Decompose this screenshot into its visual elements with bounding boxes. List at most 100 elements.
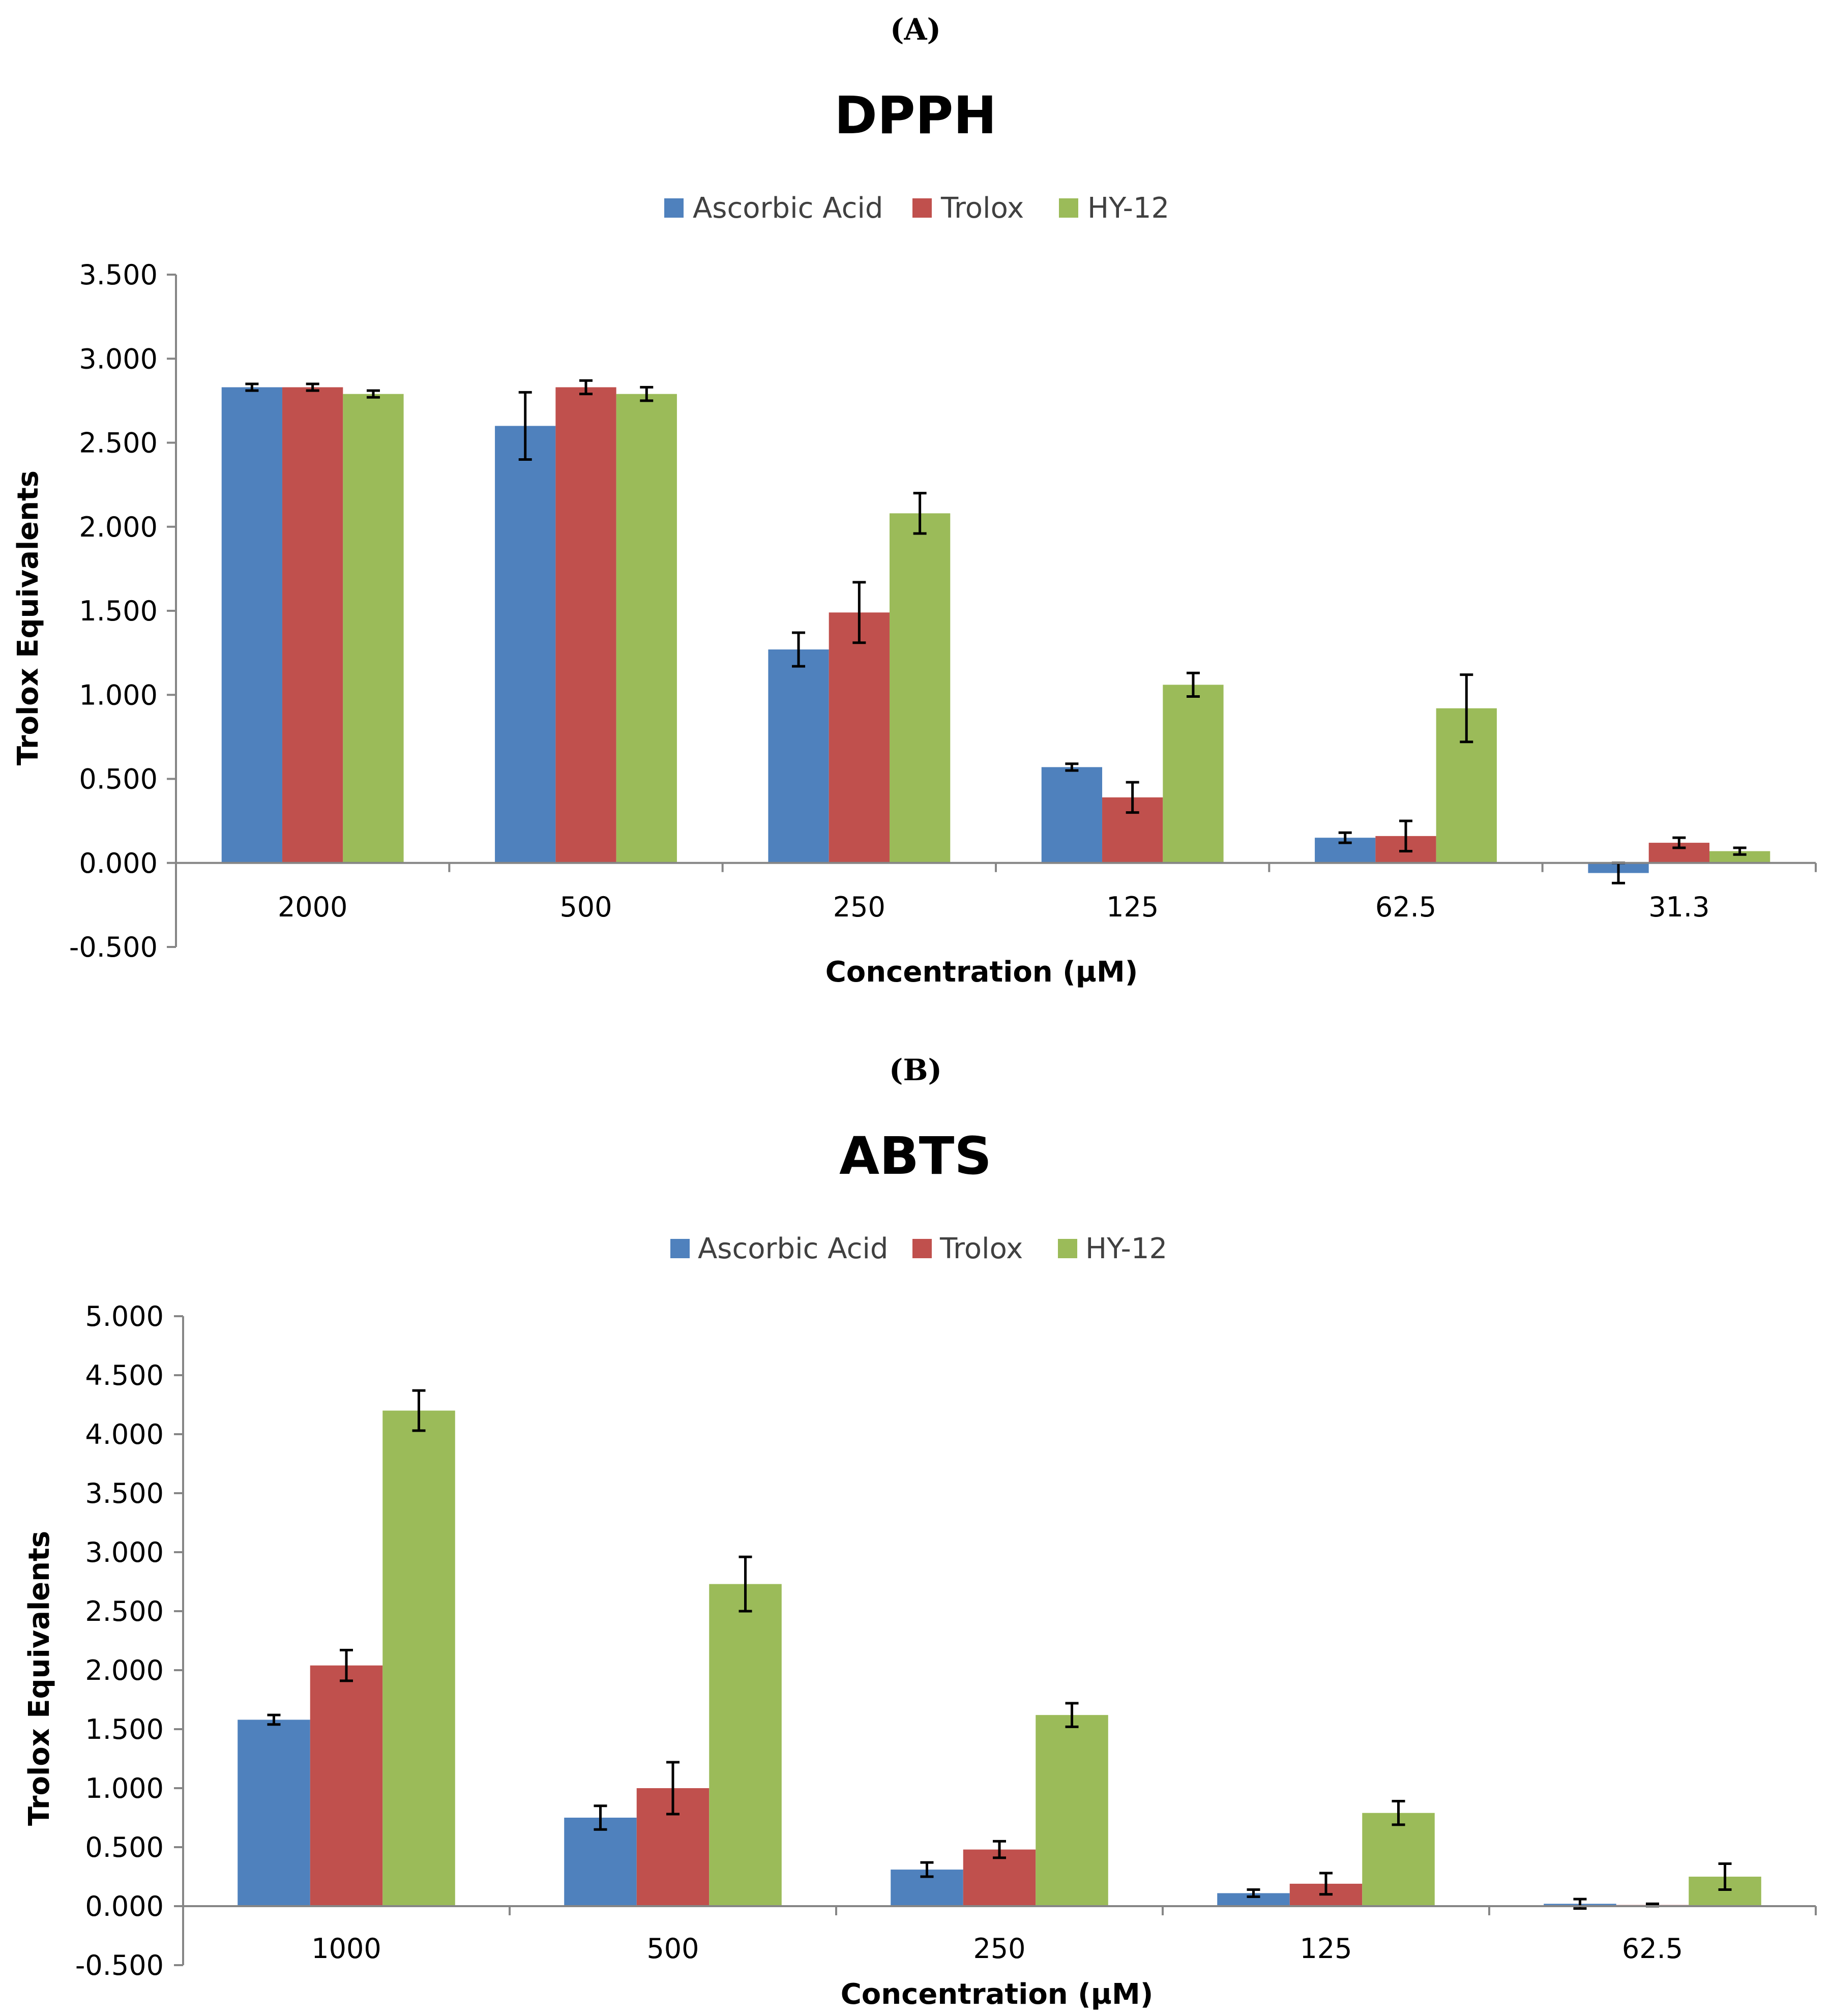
error-bar-hy-12: [739, 1555, 752, 1613]
bar-hy-12: [343, 394, 404, 863]
legend-label-trolox: Trolox: [939, 1232, 1023, 1265]
bar-trolox: [282, 387, 343, 863]
y-tick-label: 2.500: [79, 427, 158, 459]
y-tick-label: 1.000: [85, 1772, 164, 1804]
y-tick-label: 0.000: [79, 847, 158, 879]
error-bar-trolox: [306, 382, 319, 392]
legend-swatch-hy-12: [1059, 198, 1078, 218]
x-axis-title: Concentration (µM): [825, 956, 1138, 989]
bar-trolox: [555, 387, 616, 863]
error-bar-ascorbic-acid: [1247, 1888, 1260, 1898]
x-tick-label: 31.3: [1648, 891, 1709, 923]
y-tick-label: 3.000: [85, 1536, 164, 1568]
error-bar-trolox: [993, 1840, 1006, 1859]
error-bar-hy-12: [1392, 1800, 1405, 1826]
x-axis-ticks: 1000 500 250 125 62.5: [311, 1933, 1683, 1965]
error-bar-hy-12: [1733, 846, 1747, 856]
y-tick-label: 0.500: [79, 763, 158, 795]
error-bar-trolox: [1399, 819, 1412, 853]
panel-a: (A) DPPH Ascorbic Acid Trolox HY-12 3.50…: [12, 12, 1817, 989]
legend-label-ascorbic-acid: Ascorbic Acid: [698, 1232, 888, 1265]
bars: [221, 379, 1770, 884]
legend-label-ascorbic-acid: Ascorbic Acid: [693, 192, 883, 225]
x-axis-title: Concentration (µM): [841, 1978, 1154, 2011]
x-tick-label: 500: [646, 1933, 699, 1965]
bar-ascorbic-acid: [564, 1818, 637, 1906]
axes: [167, 274, 1817, 948]
y-axis-title: Trolox Equivalents: [12, 470, 45, 765]
bar-hy-12: [1709, 851, 1770, 863]
error-bar-trolox: [1126, 781, 1139, 814]
error-bar-hy-12: [412, 1389, 426, 1432]
error-bar-ascorbic-acid: [518, 391, 532, 461]
legend-swatch-trolox: [912, 198, 932, 218]
y-axis-ticks: 5.000 4.500 4.000 3.500 3.000 2.500 2.000 1.500…: [75, 1300, 164, 1981]
y-tick-label: 4.500: [85, 1359, 164, 1391]
legend: Ascorbic Acid Trolox HY-12: [664, 192, 1169, 225]
error-bar-trolox: [340, 1649, 353, 1682]
legend-label-hy-12: HY-12: [1085, 1232, 1167, 1265]
y-tick-label: -0.500: [69, 931, 158, 963]
error-bar-trolox: [1319, 1872, 1333, 1896]
y-tick-label: 4.000: [85, 1418, 164, 1450]
x-tick-label: 62.5: [1375, 891, 1436, 923]
bar-ascorbic-acid: [221, 387, 283, 863]
x-tick-label: 125: [1300, 1933, 1352, 1965]
error-bar-trolox: [852, 581, 866, 644]
error-bar-ascorbic-acid: [1338, 831, 1352, 844]
panel-b: (B) ABTS Ascorbic Acid Trolox HY-12 5.00…: [23, 1053, 1817, 2011]
legend-label-trolox: Trolox: [940, 192, 1024, 225]
error-bar-trolox: [579, 379, 593, 396]
bar-hy-12: [1036, 1715, 1108, 1906]
legend-swatch-ascorbic-acid: [670, 1239, 690, 1258]
x-tick-label: 250: [973, 1933, 1025, 1965]
bars: [238, 1389, 1761, 1910]
error-bar-ascorbic-acid: [1065, 762, 1079, 772]
x-tick-label: 2000: [278, 891, 347, 923]
bar-hy-12: [1163, 685, 1224, 863]
x-tick-label: 250: [833, 891, 885, 923]
y-tick-label: 5.000: [85, 1300, 164, 1332]
y-tick-label: 3.500: [79, 259, 158, 291]
y-axis-ticks: 3.500 3.000 2.500 2.000 1.500 1.000 0.500 0.000…: [69, 259, 158, 963]
bar-ascorbic-acid: [238, 1719, 310, 1906]
y-tick-label: -0.500: [75, 1949, 164, 1981]
error-bar-ascorbic-acid: [267, 1713, 281, 1726]
bar-hy-12: [709, 1584, 782, 1906]
panel-label-a: (A): [890, 12, 941, 47]
y-tick-label: 0.000: [85, 1890, 164, 1922]
error-bar-hy-12: [366, 389, 380, 399]
bar-hy-12: [616, 394, 677, 863]
error-bar-ascorbic-acid: [792, 631, 806, 668]
x-tick-label: 500: [559, 891, 612, 923]
x-axis-ticks: 2000 500 250 125 62.5 31.3: [278, 891, 1710, 923]
panel-label-b: (B): [889, 1053, 942, 1087]
bar-ascorbic-acid: [768, 649, 829, 863]
error-bar-trolox: [1672, 836, 1686, 849]
legend-swatch-trolox: [912, 1239, 932, 1258]
y-tick-label: 1.500: [79, 595, 158, 627]
axes: [174, 1315, 1817, 1966]
legend-swatch-hy-12: [1058, 1239, 1077, 1258]
y-axis-title: Trolox Equivalents: [23, 1531, 56, 1826]
error-bar-hy-12: [1065, 1702, 1079, 1728]
legend: Ascorbic Acid Trolox HY-12: [670, 1232, 1167, 1265]
error-bar-ascorbic-acid: [920, 1861, 934, 1878]
chart-title-dpph: DPPH: [834, 85, 997, 146]
error-bar-trolox: [666, 1761, 680, 1816]
error-bar-hy-12: [913, 492, 927, 535]
error-bar-hy-12: [1186, 671, 1200, 698]
x-tick-label: 1000: [311, 1933, 381, 1965]
y-tick-label: 2.500: [85, 1595, 164, 1627]
bar-ascorbic-acid: [1041, 767, 1103, 863]
bar-trolox: [829, 612, 890, 863]
error-bar-hy-12: [640, 386, 654, 402]
y-tick-label: 3.000: [79, 343, 158, 375]
bar-hy-12: [382, 1410, 455, 1906]
x-tick-label: 125: [1106, 891, 1159, 923]
bar-hy-12: [889, 513, 951, 863]
legend-label-hy-12: HY-12: [1087, 192, 1169, 225]
bar-hy-12: [1362, 1813, 1435, 1906]
chart-title-abts: ABTS: [839, 1126, 992, 1187]
